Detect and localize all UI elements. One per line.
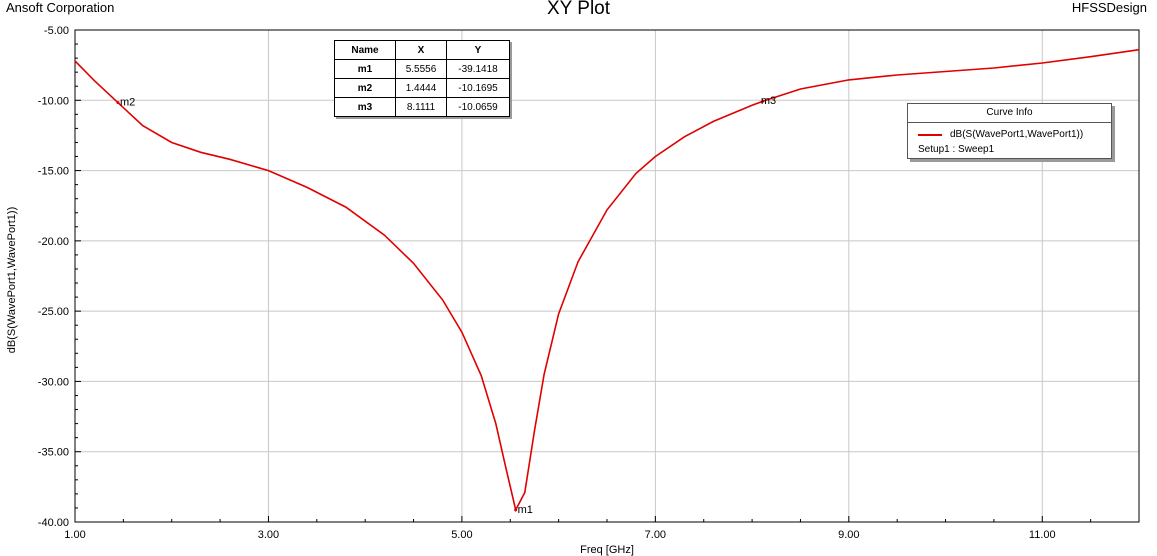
marker-point <box>514 508 518 512</box>
x-tick-label: 7.00 <box>645 529 666 541</box>
marker-x: 5.5556 <box>395 59 447 79</box>
marker-name: m1 <box>334 59 396 79</box>
marker-name: m2 <box>334 78 396 98</box>
marker-table: Name X Y m1 5.5556 -39.1418 m2 1.4444 -1… <box>334 40 510 117</box>
series-layer <box>74 48 1140 513</box>
legend-title: Curve Info <box>908 104 1111 123</box>
x-axis-label: Freq [GHz] <box>580 544 634 556</box>
marker-header-y: Y <box>446 40 510 60</box>
y-axis-label: dB(S(WavePort1,WavePort1)) <box>6 207 18 354</box>
y-tick-label: -5.00 <box>44 25 69 37</box>
marker-y: -10.0659 <box>446 97 510 117</box>
y-tick-label: -20.00 <box>38 236 69 248</box>
legend-entry-label: dB(S(WavePort1,WavePort1)) <box>950 129 1084 140</box>
y-tick-label: -35.00 <box>38 447 69 459</box>
legend-entry[interactable]: dB(S(WavePort1,WavePort1)) <box>918 129 1083 140</box>
y-tick-label: -15.00 <box>38 166 69 178</box>
curve-info-legend[interactable]: Curve Info dB(S(WavePort1,WavePort1)) Se… <box>907 103 1112 159</box>
legend-setup: Setup1 : Sweep1 <box>918 144 995 155</box>
y-tick-label: -25.00 <box>38 306 69 318</box>
x-tick-label: 9.00 <box>838 529 859 541</box>
marker-label: m1 <box>518 504 533 516</box>
x-tick-label: 1.00 <box>64 529 85 541</box>
y-tick-label: -40.00 <box>38 517 69 529</box>
company-label: Ansoft Corporation <box>6 0 115 15</box>
marker-header-name: Name <box>334 40 396 60</box>
marker-y: -10.1695 <box>446 78 510 98</box>
y-tick-label: -10.00 <box>38 95 69 107</box>
marker-label: m3 <box>761 95 776 107</box>
marker-x: 1.4444 <box>395 78 447 98</box>
x-tick-label: 11.00 <box>1029 529 1056 541</box>
marker-y: -39.1418 <box>446 59 510 79</box>
x-tick-label: 3.00 <box>258 529 279 541</box>
marker-row[interactable]: m1 5.5556 -39.1418 <box>334 59 510 79</box>
series-line-0 <box>74 48 1140 513</box>
marker-point <box>116 101 120 105</box>
x-tick-label: 5.00 <box>451 529 472 541</box>
marker-label: m2 <box>120 97 135 109</box>
legend-swatch <box>918 133 942 136</box>
marker-row[interactable]: m2 1.4444 -10.1695 <box>334 78 510 98</box>
marker-x: 8.1111 <box>395 97 447 117</box>
y-tick-label: -30.00 <box>38 376 69 388</box>
marker-row[interactable]: m3 8.1111 -10.0659 <box>334 97 510 117</box>
marker-point <box>761 99 765 103</box>
axis-ticks: 1.00 3.00 5.00 7.00 9.00 11.00 -5.00 -10.00 -15.… <box>38 25 1140 541</box>
chart-title: XY Plot <box>546 0 611 19</box>
marker-name: m3 <box>334 97 396 117</box>
marker-layer: m1 m2 m3 <box>116 95 776 516</box>
design-label: HFSSDesign <box>1071 0 1147 15</box>
marker-header-x: X <box>395 40 447 60</box>
